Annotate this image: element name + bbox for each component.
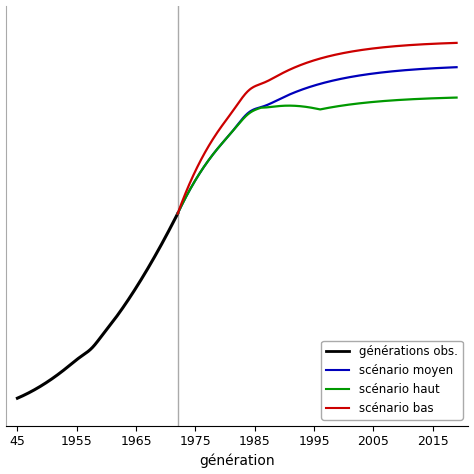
X-axis label: génération: génération bbox=[199, 454, 275, 468]
Legend: générations obs., scénario moyen, scénario haut, scénario bas: générations obs., scénario moyen, scénar… bbox=[321, 341, 463, 420]
